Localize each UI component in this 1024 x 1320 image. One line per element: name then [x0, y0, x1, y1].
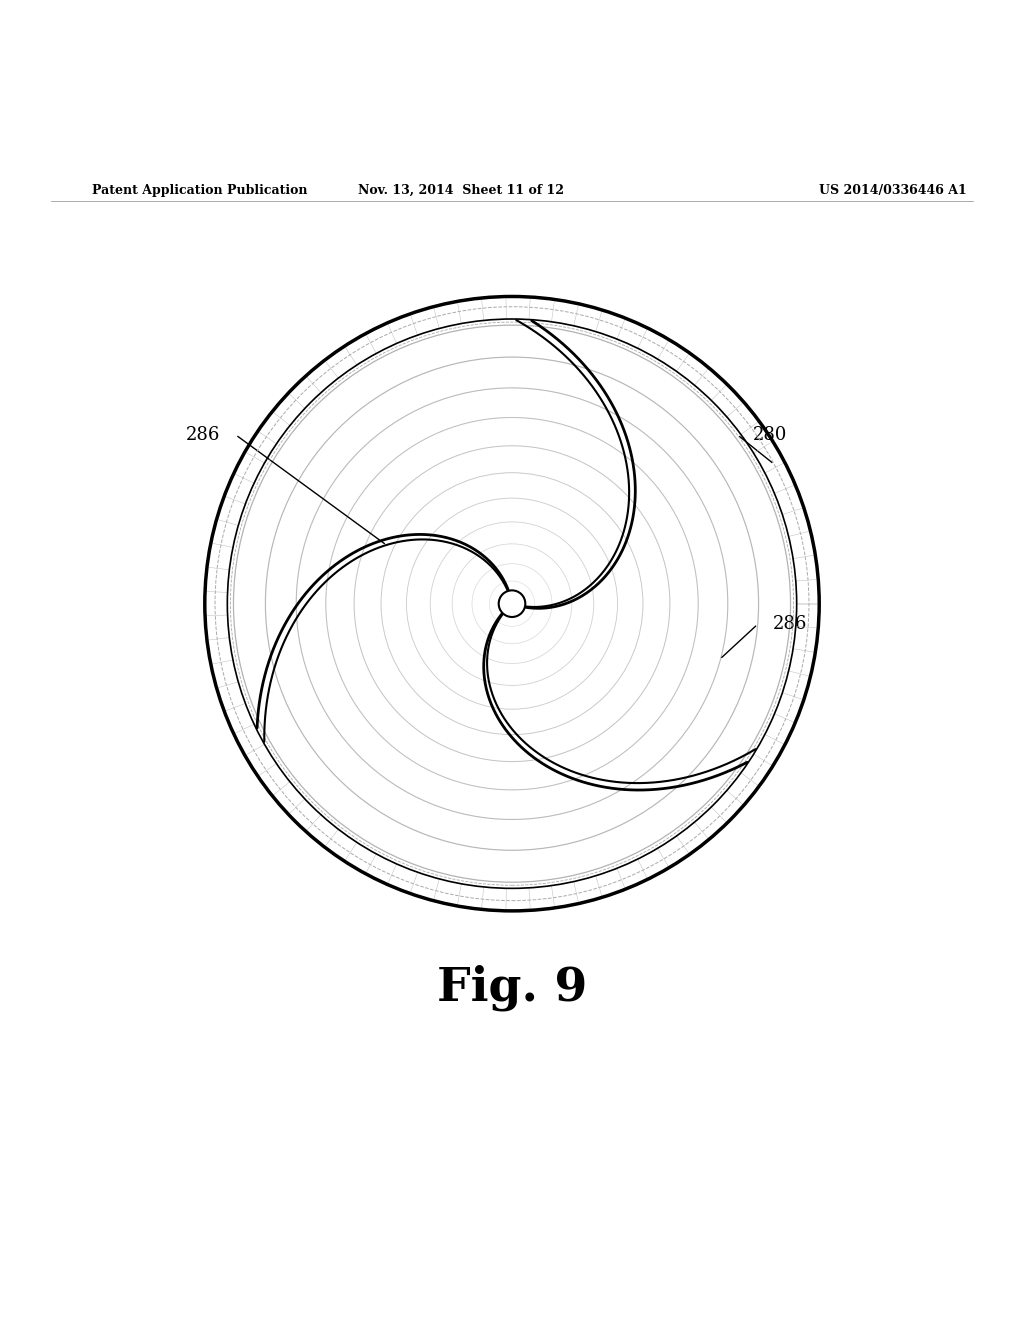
Circle shape — [499, 590, 525, 616]
Text: Nov. 13, 2014  Sheet 11 of 12: Nov. 13, 2014 Sheet 11 of 12 — [357, 183, 564, 197]
Text: 286: 286 — [185, 426, 220, 444]
Text: 280: 280 — [753, 426, 787, 444]
Text: 286: 286 — [773, 615, 808, 634]
Text: Patent Application Publication: Patent Application Publication — [92, 183, 307, 197]
Text: US 2014/0336446 A1: US 2014/0336446 A1 — [819, 183, 967, 197]
Text: Fig. 9: Fig. 9 — [437, 965, 587, 1011]
